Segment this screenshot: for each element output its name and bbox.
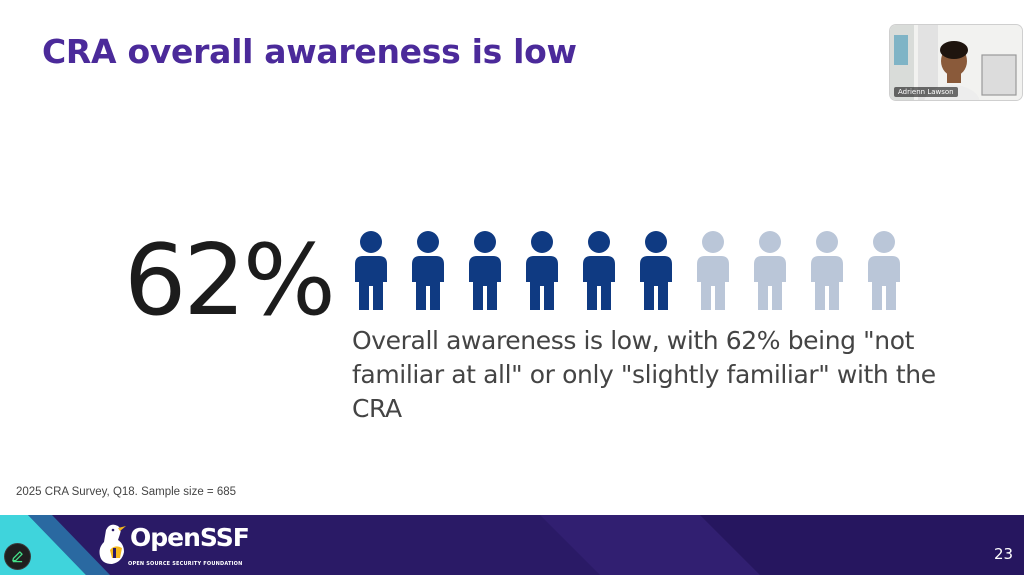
- person-pictogram: [355, 231, 900, 310]
- person-icon-empty: [697, 231, 729, 310]
- participant-name-label: Adrienn Lawson: [894, 87, 958, 97]
- person-icon-filled: [526, 231, 558, 310]
- person-icon-filled: [355, 231, 387, 310]
- person-icon-empty: [754, 231, 786, 310]
- person-icon-filled: [469, 231, 501, 310]
- person-icon-filled: [640, 231, 672, 310]
- big-stat-percentage: 62%: [124, 224, 336, 338]
- person-icon-empty: [811, 231, 843, 310]
- person-icon-filled: [412, 231, 444, 310]
- person-icon-empty: [868, 231, 900, 310]
- pencil-icon: [12, 551, 23, 563]
- logo-wordmark: OpenSSF: [130, 523, 250, 552]
- openssf-logo-goose: [99, 524, 126, 564]
- slide-title: CRA overall awareness is low: [42, 32, 577, 71]
- page-number: 23: [994, 545, 1014, 563]
- edit-button[interactable]: [5, 544, 30, 569]
- video-tile[interactable]: Adrienn Lawson: [890, 25, 1022, 100]
- source-note: 2025 CRA Survey, Q18. Sample size = 685: [16, 486, 237, 498]
- person-icon-filled: [583, 231, 615, 310]
- stat-description: Overall awareness is low, with 62% being…: [352, 326, 936, 423]
- logo-subtext: OPEN SOURCE SECURITY FOUNDATION: [128, 561, 243, 567]
